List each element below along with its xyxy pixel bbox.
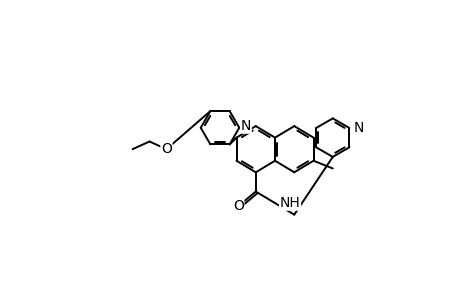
Text: O: O — [161, 142, 172, 156]
Text: O: O — [232, 199, 243, 213]
Text: NH: NH — [279, 196, 300, 210]
Text: N: N — [353, 121, 363, 135]
Text: N: N — [240, 119, 251, 133]
